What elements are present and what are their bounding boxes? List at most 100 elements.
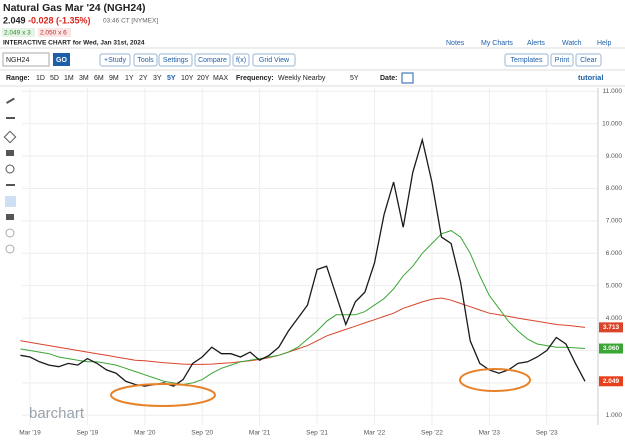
toolbar-label: Compare — [198, 57, 227, 64]
subtitle: INTERACTIVE CHART for Wed, Jan 31st, 202… — [3, 40, 145, 47]
tool-icon[interactable] — [6, 97, 15, 104]
watermark: barchart — [29, 405, 85, 422]
tool-icon[interactable] — [6, 214, 14, 220]
last-value-label: 2.049 — [603, 378, 620, 385]
plot: 1.0002.0003.0004.0005.0006.0007.0008.000… — [19, 88, 623, 437]
tool-icon[interactable] — [6, 184, 15, 186]
y-tick-label: 9.000 — [606, 153, 623, 160]
header-link[interactable]: My Charts — [481, 40, 513, 47]
last-price: 2.049 — [3, 15, 26, 25]
range-option[interactable]: 5D — [50, 75, 59, 82]
x-tick-label: Mar '23 — [479, 430, 501, 437]
ask-box — [38, 28, 71, 37]
ask: 2.050 x 6 — [40, 30, 67, 37]
toolbar-button[interactable] — [575, 53, 602, 67]
tool-icon[interactable] — [5, 228, 15, 238]
toolbar-button[interactable] — [504, 53, 549, 67]
range-option[interactable]: 1D — [36, 75, 45, 82]
quote-time: 03:46 CT [NYMEX] — [103, 18, 158, 25]
x-tick-label: Mar '21 — [249, 430, 271, 437]
toolbar-button[interactable] — [194, 53, 231, 67]
toolbar-button[interactable] — [99, 53, 131, 67]
range-option[interactable]: 10Y — [181, 75, 194, 82]
y-tick-label: 1.000 — [606, 412, 623, 419]
bid: 2.049 x 3 — [4, 30, 31, 37]
y-tick-label: 4.000 — [606, 315, 623, 322]
x-tick-label: Sep '23 — [536, 430, 558, 437]
left-tools — [3, 97, 17, 254]
toolbar-label: Templates — [511, 57, 543, 64]
toolbar-label: Clear — [580, 57, 597, 64]
toolbar-label: Grid View — [259, 57, 290, 64]
y-tick-label: 6.000 — [606, 250, 623, 257]
tutorial-link[interactable]: tutorial — [578, 73, 603, 82]
range-option[interactable]: 3Y — [153, 75, 162, 82]
toolbar-button[interactable] — [232, 53, 250, 67]
series-line — [20, 230, 586, 386]
last-value-label: 3.713 — [603, 324, 620, 331]
date-picker[interactable] — [401, 72, 414, 84]
frequency-select[interactable]: Weekly Nearby — [278, 75, 326, 82]
go-label: GO — [56, 57, 67, 64]
toolbar-button[interactable] — [550, 53, 574, 67]
x-tick-label: Sep '22 — [421, 430, 443, 437]
x-tick-label: Mar '22 — [364, 430, 386, 437]
last-value-label: 3.060 — [603, 345, 620, 352]
last-value-box — [599, 322, 623, 333]
range-option[interactable]: 5Y — [167, 75, 176, 82]
annotation-ellipse — [110, 383, 216, 407]
x-tick-label: Sep '20 — [191, 430, 213, 437]
range-option[interactable]: 6M — [94, 75, 104, 82]
tool-icon[interactable] — [6, 150, 14, 156]
toolbar-label: Settings — [163, 57, 189, 64]
tool-icon[interactable] — [6, 117, 15, 119]
annotation-ellipse — [459, 368, 531, 392]
x-tick-label: Sep '21 — [306, 430, 328, 437]
last-value-box — [599, 376, 623, 387]
range-option[interactable]: 3M — [79, 75, 89, 82]
last-value-box — [599, 343, 623, 354]
period-select[interactable]: 5Y — [350, 75, 359, 82]
toolbar-button[interactable] — [133, 53, 158, 67]
toolbar-button[interactable] — [252, 53, 296, 67]
range-option[interactable]: 9M — [109, 75, 119, 82]
series-line — [20, 297, 586, 365]
bid-box — [2, 28, 35, 37]
series-line — [20, 137, 586, 387]
frequency-label: Frequency: — [236, 75, 274, 82]
toolbar-label: f(x) — [236, 57, 246, 64]
range-label: Range: — [6, 75, 30, 82]
y-tick-label: 7.000 — [606, 218, 623, 225]
tool-icon[interactable] — [3, 130, 17, 144]
header-link[interactable]: Help — [597, 40, 612, 47]
range-option[interactable]: 2Y — [139, 75, 148, 82]
y-tick-label: 5.000 — [606, 282, 623, 289]
toolbar-label: Tools — [137, 57, 154, 64]
x-tick-label: Mar '20 — [134, 430, 156, 437]
y-tick-label: 8.000 — [606, 185, 623, 192]
tool-icon[interactable] — [5, 244, 15, 254]
price-change: -0.028 (-1.35%) — [28, 15, 91, 25]
go-button[interactable] — [53, 53, 70, 66]
y-tick-label: 11.000 — [603, 88, 623, 95]
tool-icon[interactable] — [5, 164, 15, 174]
symbol-input[interactable] — [2, 52, 50, 67]
range-option[interactable]: MAX — [213, 75, 229, 82]
tool-icon[interactable] — [5, 196, 16, 207]
x-tick-label: Sep '19 — [76, 430, 98, 437]
toolbar-button[interactable] — [158, 53, 193, 67]
header-link[interactable]: Alerts — [527, 40, 545, 47]
y-tick-label: 10.000 — [602, 120, 622, 127]
header-link[interactable]: Notes — [446, 40, 465, 47]
toolbar-label: Print — [555, 57, 569, 64]
range-option[interactable]: 1Y — [125, 75, 134, 82]
range-option[interactable]: 20Y — [197, 75, 210, 82]
range-option[interactable]: 1M — [64, 75, 74, 82]
symbol-text: NGH24 — [6, 57, 29, 64]
title: Natural Gas Mar '24 (NGH24) — [3, 2, 146, 14]
header-link[interactable]: Watch — [562, 40, 582, 47]
x-tick-label: Mar '19 — [19, 430, 41, 437]
date-label: Date: — [380, 75, 398, 82]
